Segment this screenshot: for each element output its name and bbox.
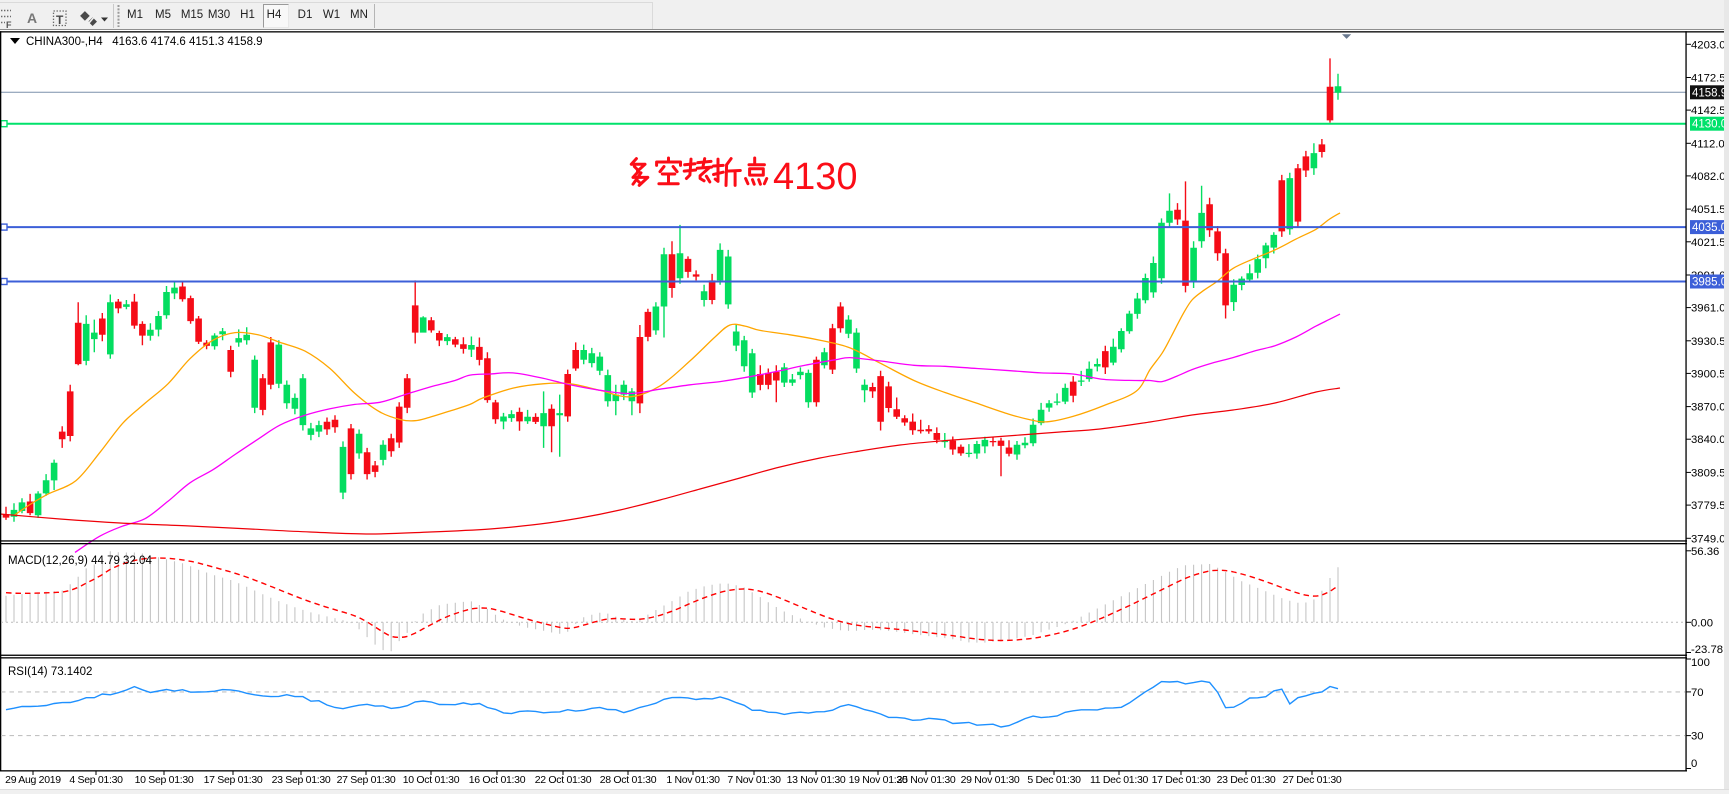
svg-text:0.00: 0.00 bbox=[1691, 617, 1713, 629]
svg-text:29 Aug 2019: 29 Aug 2019 bbox=[5, 774, 61, 786]
svg-text:4051.5: 4051.5 bbox=[1691, 204, 1726, 216]
svg-text:F: F bbox=[6, 20, 12, 30]
svg-text:70: 70 bbox=[1691, 687, 1704, 699]
svg-text:4130.0: 4130.0 bbox=[1692, 119, 1727, 131]
svg-text:3840.0: 3840.0 bbox=[1691, 434, 1726, 446]
svg-text:4112.0: 4112.0 bbox=[1691, 138, 1725, 150]
svg-text:3809.5: 3809.5 bbox=[1691, 467, 1726, 479]
svg-text:27 Sep 01:30: 27 Sep 01:30 bbox=[337, 774, 396, 786]
svg-text:4142.5: 4142.5 bbox=[1691, 105, 1726, 117]
svg-text:25 Nov 01:30: 25 Nov 01:30 bbox=[897, 774, 956, 786]
svg-text:28 Oct 01:30: 28 Oct 01:30 bbox=[600, 774, 657, 786]
svg-text:4203.0: 4203.0 bbox=[1691, 39, 1726, 51]
svg-text:10 Sep 01:30: 10 Sep 01:30 bbox=[135, 774, 194, 786]
svg-text:3985.0: 3985.0 bbox=[1692, 277, 1727, 289]
svg-text:4130: 4130 bbox=[773, 156, 858, 198]
svg-text:23 Sep 01:30: 23 Sep 01:30 bbox=[272, 774, 331, 786]
svg-text:11 Dec 01:30: 11 Dec 01:30 bbox=[1090, 774, 1149, 786]
svg-text:56.36: 56.36 bbox=[1691, 546, 1719, 558]
svg-text:4021.5: 4021.5 bbox=[1691, 237, 1726, 249]
svg-text:100: 100 bbox=[1691, 657, 1710, 669]
svg-text:16 Oct 01:30: 16 Oct 01:30 bbox=[469, 774, 526, 786]
svg-text:3749.0: 3749.0 bbox=[1691, 533, 1726, 545]
svg-text:13 Nov 01:30: 13 Nov 01:30 bbox=[787, 774, 846, 786]
svg-text:3870.0: 3870.0 bbox=[1691, 402, 1726, 414]
svg-text:RSI(14) 73.1402: RSI(14) 73.1402 bbox=[8, 666, 92, 678]
svg-text:3900.5: 3900.5 bbox=[1691, 368, 1726, 380]
svg-text:29 Nov 01:30: 29 Nov 01:30 bbox=[961, 774, 1020, 786]
svg-text:3779.5: 3779.5 bbox=[1691, 500, 1726, 512]
svg-text:3930.5: 3930.5 bbox=[1691, 336, 1726, 348]
svg-text:MACD(12,26,9) 44.79 32.04: MACD(12,26,9) 44.79 32.04 bbox=[8, 555, 152, 567]
svg-text:0: 0 bbox=[1691, 758, 1697, 770]
svg-text:CHINA300-,H4 4163.6 4174.6 4: CHINA300-,H4 4163.6 4174.6 4151.3 4158.9 bbox=[26, 36, 263, 48]
svg-text:17 Dec 01:30: 17 Dec 01:30 bbox=[1152, 774, 1211, 786]
svg-text:T: T bbox=[56, 13, 64, 27]
svg-text:27 Dec 01:30: 27 Dec 01:30 bbox=[1283, 774, 1342, 786]
svg-text:19 Nov 01:30: 19 Nov 01:30 bbox=[849, 774, 908, 786]
svg-text:23 Dec 01:30: 23 Dec 01:30 bbox=[1217, 774, 1276, 786]
svg-text:-23.78: -23.78 bbox=[1691, 644, 1723, 656]
svg-text:3961.0: 3961.0 bbox=[1691, 303, 1726, 315]
svg-text:4 Sep 01:30: 4 Sep 01:30 bbox=[69, 774, 123, 786]
svg-text:4035.0: 4035.0 bbox=[1692, 222, 1727, 234]
svg-text:A: A bbox=[27, 10, 37, 26]
svg-text:10 Oct 01:30: 10 Oct 01:30 bbox=[403, 774, 460, 786]
svg-text:5 Dec 01:30: 5 Dec 01:30 bbox=[1027, 774, 1081, 786]
svg-text:22 Oct 01:30: 22 Oct 01:30 bbox=[535, 774, 592, 786]
svg-text:30: 30 bbox=[1691, 731, 1704, 743]
svg-text:17 Sep 01:30: 17 Sep 01:30 bbox=[204, 774, 263, 786]
svg-text:7 Nov 01:30: 7 Nov 01:30 bbox=[727, 774, 781, 786]
svg-text:4158.9: 4158.9 bbox=[1692, 87, 1727, 99]
svg-text:1 Nov 01:30: 1 Nov 01:30 bbox=[666, 774, 720, 786]
svg-text:4172.5: 4172.5 bbox=[1691, 73, 1726, 85]
svg-text:4082.0: 4082.0 bbox=[1691, 171, 1726, 183]
